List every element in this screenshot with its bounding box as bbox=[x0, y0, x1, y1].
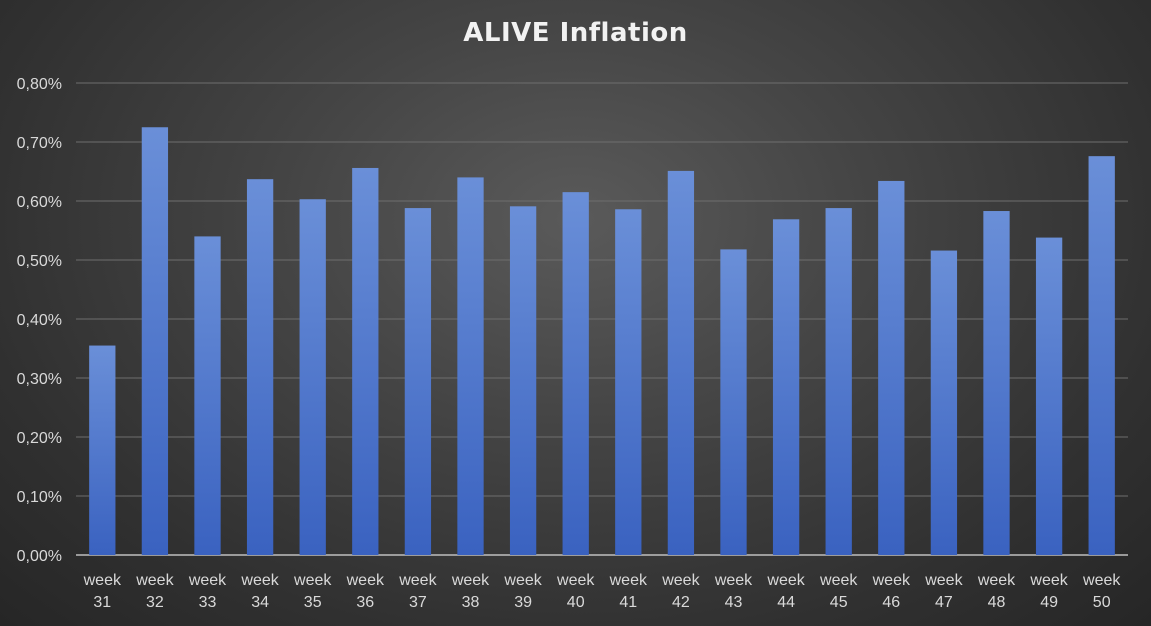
bar bbox=[615, 209, 642, 555]
bar bbox=[299, 199, 326, 556]
bar bbox=[246, 179, 274, 556]
x-tick-label: week 45 bbox=[819, 572, 858, 611]
bar bbox=[562, 192, 589, 555]
bar bbox=[89, 345, 116, 555]
y-tick-label: 0,20% bbox=[17, 430, 62, 447]
bar bbox=[1035, 237, 1063, 555]
x-tick-label: week 33 bbox=[188, 572, 227, 611]
y-tick-label: 0,80% bbox=[17, 76, 62, 93]
x-tick-label: week 37 bbox=[398, 572, 437, 611]
y-tick-label: 0,50% bbox=[17, 253, 62, 270]
x-tick-label: week 32 bbox=[135, 572, 174, 611]
x-tick-label: week 36 bbox=[346, 572, 385, 611]
y-tick-label: 0,10% bbox=[17, 489, 62, 506]
x-tick-label: week 41 bbox=[609, 572, 648, 611]
bar bbox=[667, 170, 695, 555]
bar bbox=[983, 211, 1010, 555]
x-tick-label: week 39 bbox=[503, 572, 542, 611]
bar bbox=[825, 208, 852, 555]
chart-title: ALIVE Inflation bbox=[463, 18, 688, 48]
bar bbox=[194, 236, 221, 555]
bar bbox=[352, 167, 379, 555]
bar bbox=[772, 219, 800, 556]
gridlines bbox=[76, 82, 1128, 556]
y-tick-label: 0,60% bbox=[17, 194, 62, 211]
y-tick-label: 0,30% bbox=[17, 371, 62, 388]
x-tick-label: week 40 bbox=[556, 572, 595, 611]
x-tick-label: week 46 bbox=[872, 572, 911, 611]
x-tick-label: week 49 bbox=[1029, 572, 1068, 611]
bar bbox=[878, 180, 905, 555]
bar bbox=[509, 206, 537, 555]
x-tick-label: week 38 bbox=[451, 572, 490, 611]
y-tick-label: 0,00% bbox=[17, 548, 62, 565]
y-tick-label: 0,70% bbox=[17, 135, 62, 152]
bar bbox=[1088, 156, 1115, 555]
x-tick-label: week 42 bbox=[661, 572, 700, 611]
x-tick-label: week 31 bbox=[83, 572, 122, 611]
x-axis-ticks: week 31 week 32 week 33 week 34 week 35 week 36 week… bbox=[83, 572, 1122, 611]
bar bbox=[930, 250, 958, 555]
bar bbox=[457, 177, 484, 555]
x-tick-label: week 50 bbox=[1082, 572, 1121, 611]
x-tick-label: week 34 bbox=[240, 572, 279, 611]
bar bbox=[404, 208, 432, 555]
x-tick-label: week 35 bbox=[293, 572, 332, 611]
bars bbox=[89, 127, 1115, 556]
y-tick-label: 0,40% bbox=[17, 312, 62, 329]
bar bbox=[720, 249, 747, 555]
x-tick-label: week 47 bbox=[924, 572, 963, 611]
bar bbox=[141, 127, 169, 555]
y-axis-ticks: 0,00% 0,10% 0,20% 0,30% 0,40% 0,50% 0,60% 0,70%… bbox=[17, 76, 62, 565]
x-tick-label: week 44 bbox=[766, 572, 805, 611]
x-tick-label: week 48 bbox=[977, 572, 1016, 611]
x-tick-label: week 43 bbox=[714, 572, 753, 611]
